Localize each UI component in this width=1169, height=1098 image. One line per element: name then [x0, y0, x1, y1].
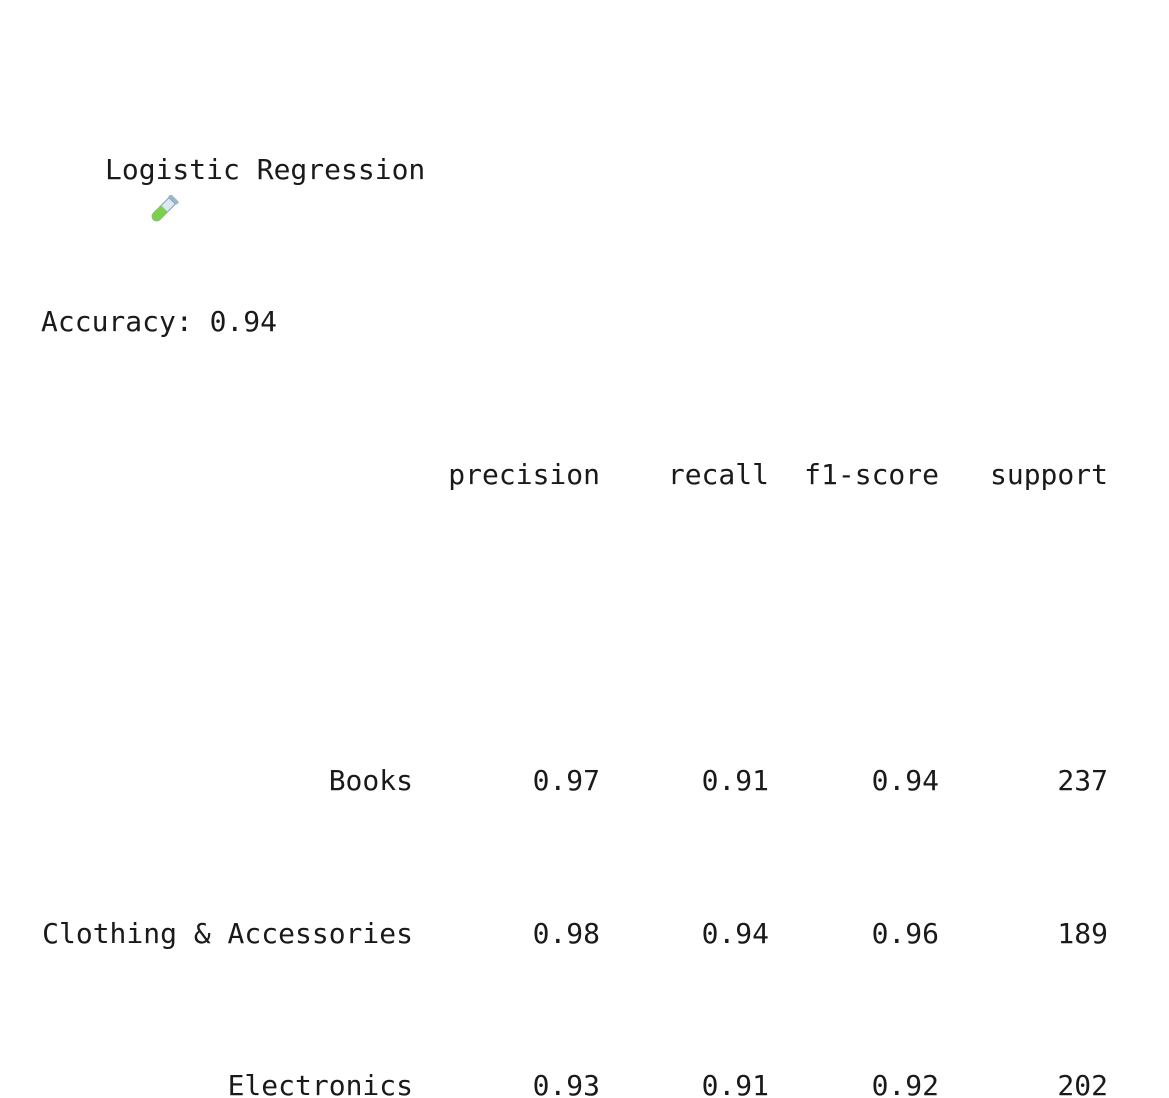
- recall-value: 0.94: [701, 916, 769, 950]
- support-value: 237: [1057, 763, 1108, 797]
- support-value: 189: [1057, 916, 1108, 950]
- f1-score-value: 0.96: [871, 916, 939, 950]
- column-header-support: support: [989, 458, 1108, 492]
- table-row: Books 0.97 0.91 0.94 237: [41, 762, 1108, 800]
- column-header-row: precision recall f1-score support: [41, 456, 1108, 494]
- recall-value: 0.91: [701, 1069, 769, 1098]
- report-title: Logistic Regression: [105, 152, 426, 186]
- row-label: Books: [328, 763, 413, 797]
- row-label: Electronics: [227, 1069, 413, 1098]
- row-label: Clothing & Accessories: [42, 916, 413, 950]
- report-title-line: Logistic Regression: [41, 151, 1108, 222]
- table-row: Electronics 0.93 0.91 0.92 202: [41, 1067, 1108, 1098]
- precision-value: 0.93: [532, 1069, 600, 1098]
- column-header-f1-score: f1-score: [804, 458, 939, 492]
- test-tube-icon: [45, 157, 179, 222]
- accuracy-text: Accuracy: 0.94: [41, 305, 278, 339]
- blank-line: [41, 609, 1108, 647]
- recall-value: 0.91: [701, 763, 769, 797]
- f1-score-value: 0.94: [871, 763, 939, 797]
- column-header-precision: precision: [448, 458, 600, 492]
- classification-report-output: Logistic Regression Accuracy: 0.94 preci…: [41, 36, 1108, 1098]
- precision-value: 0.97: [532, 763, 600, 797]
- table-row: Clothing & Accessories 0.98 0.94 0.96 18…: [41, 915, 1108, 953]
- column-header-recall: recall: [667, 458, 769, 492]
- support-value: 202: [1057, 1069, 1108, 1098]
- accuracy-line: Accuracy: 0.94: [41, 303, 1108, 341]
- f1-score-value: 0.92: [871, 1069, 939, 1098]
- precision-value: 0.98: [532, 916, 600, 950]
